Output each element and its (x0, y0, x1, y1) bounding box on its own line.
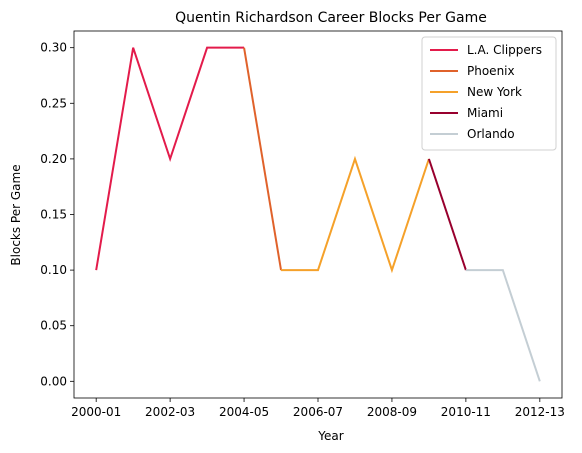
x-tick-label: 2008-09 (367, 405, 417, 419)
x-tick-label: 2006-07 (293, 405, 343, 419)
series-line-miami (427, 158, 467, 271)
y-tick-label: 0.30 (40, 41, 67, 55)
legend-label: Miami (467, 106, 503, 120)
legend-label: Phoenix (467, 64, 515, 78)
y-tick-label: 0.25 (40, 96, 67, 110)
legend: L.A. Clippers Phoenix New York Miami Orlando (421, 36, 557, 151)
y-axis-title: Blocks Per Game (9, 164, 23, 265)
y-tick-label: 0.00 (40, 374, 67, 388)
series-line-new-york (281, 155, 430, 274)
x-tick-label: 2004-05 (219, 405, 269, 419)
y-tick-label: 0.15 (40, 208, 67, 222)
legend-box (421, 36, 557, 151)
series-line-orlando (465, 269, 541, 382)
x-tick-label: 2000-01 (71, 405, 121, 419)
y-tick-label: 0.05 (40, 319, 67, 333)
chart-title: Quentin Richardson Career Blocks Per Gam… (175, 10, 487, 26)
x-tick-label: 2010-11 (441, 405, 491, 419)
x-tick-label: 2012-13 (515, 405, 565, 419)
y-tick-label: 0.10 (40, 263, 67, 277)
x-tick-label: 2002-03 (145, 405, 195, 419)
series-line-phoenix (243, 47, 283, 271)
x-axis-title: Year (317, 429, 343, 443)
legend-label: New York (467, 85, 522, 99)
y-tick-label: 0.20 (40, 152, 67, 166)
legend-label: L.A. Clippers (467, 43, 542, 57)
legend-label: Orlando (467, 127, 515, 141)
plot-area: 0.00 0.05 0.10 0.15 0.20 0.25 0.30 2000-01 2002-… (40, 30, 565, 419)
series-line-l-a-clippers (95, 46, 245, 271)
